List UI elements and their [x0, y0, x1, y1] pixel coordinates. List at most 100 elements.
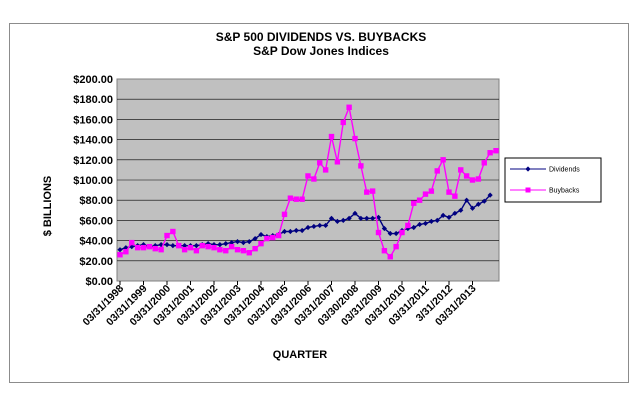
- data-point-buybacks: [375, 229, 382, 236]
- data-point-dividends: [475, 201, 481, 207]
- data-point-buybacks: [305, 173, 311, 179]
- data-point-buybacks: [422, 191, 429, 197]
- data-point-buybacks: [428, 188, 435, 194]
- data-point-dividends: [281, 228, 288, 235]
- y-axis-label: $ BILLIONS: [42, 176, 54, 237]
- data-point-dividends: [370, 215, 376, 221]
- data-point-buybacks: [129, 239, 135, 246]
- data-point-buybacks: [211, 244, 217, 251]
- data-point-buybacks: [399, 229, 405, 236]
- y-tick-label: $120.00: [73, 155, 113, 167]
- data-point-dividends: [164, 242, 170, 248]
- legend: Dividends Buybacks: [504, 157, 602, 203]
- data-point-dividends: [358, 215, 364, 221]
- y-tick-label: $200.00: [73, 74, 113, 86]
- data-point-dividends: [123, 245, 129, 251]
- data-point-buybacks: [440, 157, 446, 163]
- data-point-buybacks: [199, 242, 205, 249]
- chart-svg: S&P 500 DIVIDENDS VS. BUYBACKS S&P Dow J…: [42, 30, 602, 361]
- data-point-buybacks: [405, 222, 411, 229]
- data-point-buybacks: [458, 167, 464, 173]
- data-point-buybacks: [146, 243, 153, 250]
- data-point-buybacks: [358, 163, 364, 169]
- data-point-buybacks: [217, 246, 223, 253]
- data-point-buybacks: [299, 196, 305, 202]
- data-point-buybacks: [293, 196, 299, 202]
- data-point-buybacks: [187, 244, 194, 251]
- data-point-buybacks: [158, 246, 164, 253]
- data-point-dividends: [223, 241, 229, 247]
- data-point-buybacks: [181, 246, 188, 253]
- data-point-buybacks: [393, 243, 399, 250]
- y-tick-label: $40.00: [79, 236, 113, 248]
- data-point-buybacks: [328, 133, 335, 140]
- data-point-dividends: [305, 224, 311, 231]
- data-point-buybacks: [176, 242, 182, 249]
- legend-marker-buybacks: [525, 187, 531, 193]
- y-tick-label: $100.00: [73, 175, 113, 187]
- y-tick-labels: $0.00 $20.00 $40.00 $60.00 $80.00 $100.00 $120…: [73, 74, 113, 288]
- data-point-buybacks: [205, 243, 211, 250]
- y-tick-label: $20.00: [79, 256, 113, 268]
- data-point-buybacks: [134, 244, 141, 251]
- data-point-buybacks: [475, 176, 482, 182]
- data-point-buybacks: [117, 252, 123, 258]
- data-point-buybacks: [340, 119, 346, 126]
- data-point-dividends: [334, 218, 340, 225]
- data-point-buybacks: [228, 243, 235, 250]
- data-point-buybacks: [381, 248, 388, 254]
- data-point-buybacks: [322, 167, 329, 173]
- data-point-buybacks: [446, 189, 452, 195]
- data-point-buybacks: [287, 195, 294, 201]
- data-point-buybacks: [463, 173, 470, 179]
- data-point-dividends: [323, 222, 329, 229]
- data-point-dividends: [352, 210, 358, 216]
- y-tick-label: $0.00: [85, 276, 113, 288]
- data-point-dividends: [252, 235, 258, 242]
- data-point-dividends: [240, 240, 246, 246]
- data-point-buybacks: [346, 104, 352, 110]
- data-point-buybacks: [411, 200, 417, 206]
- data-point-dividends: [481, 198, 487, 204]
- data-point-dividends: [299, 227, 305, 234]
- data-point-dividends: [464, 197, 470, 203]
- series-line-dividends: [119, 194, 491, 251]
- data-point-dividends: [117, 247, 123, 253]
- series-lines: [117, 104, 499, 260]
- data-point-dividends: [317, 222, 323, 229]
- y-tick-label: $80.00: [79, 195, 113, 207]
- data-point-dividends: [170, 243, 176, 249]
- data-point-dividends: [411, 224, 417, 231]
- data-point-dividends: [422, 220, 429, 227]
- data-point-dividends: [293, 227, 299, 234]
- data-point-buybacks: [140, 244, 147, 251]
- data-point-dividends: [364, 215, 370, 221]
- data-point-buybacks: [487, 150, 493, 156]
- data-point-dividends: [258, 231, 264, 238]
- data-point-buybacks: [352, 135, 358, 142]
- data-point-dividends: [193, 243, 199, 249]
- data-point-buybacks: [281, 211, 288, 218]
- data-point-dividends: [346, 215, 352, 221]
- x-tick-labels: 03/31/199803/31/199903/31/200003/31/2001…: [80, 283, 478, 329]
- chart-subtitle: S&P Dow Jones Indices: [253, 44, 389, 58]
- data-point-buybacks: [364, 189, 370, 195]
- data-point-buybacks: [452, 193, 458, 199]
- data-point-buybacks: [123, 249, 129, 255]
- data-point-dividends: [182, 243, 188, 249]
- data-point-dividends: [446, 214, 452, 220]
- data-point-dividends: [229, 240, 235, 246]
- data-point-buybacks: [252, 245, 258, 252]
- data-point-buybacks: [311, 176, 317, 182]
- data-point-dividends: [417, 221, 423, 228]
- data-point-buybacks: [240, 248, 247, 254]
- data-point-buybacks: [493, 148, 499, 154]
- data-point-dividends: [469, 205, 476, 211]
- data-point-buybacks: [469, 177, 476, 183]
- data-point-dividends: [387, 230, 393, 237]
- data-point-buybacks: [258, 240, 264, 247]
- data-point-buybacks: [369, 188, 376, 194]
- data-point-dividends: [129, 244, 135, 250]
- x-axis-label: QUARTER: [273, 349, 327, 361]
- gridlines: [117, 98, 499, 285]
